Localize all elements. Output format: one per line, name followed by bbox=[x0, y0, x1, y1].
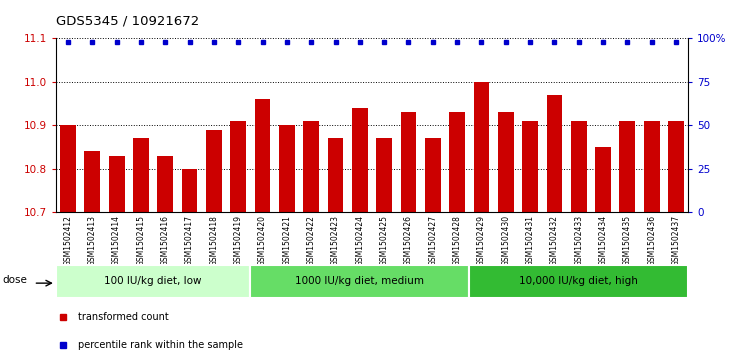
Text: GSM1502422: GSM1502422 bbox=[307, 215, 315, 266]
Text: GSM1502419: GSM1502419 bbox=[234, 215, 243, 266]
Text: GSM1502434: GSM1502434 bbox=[599, 215, 608, 266]
Text: GSM1502427: GSM1502427 bbox=[429, 215, 437, 266]
Bar bbox=[595, 147, 611, 212]
Bar bbox=[84, 151, 100, 212]
Text: GSM1502415: GSM1502415 bbox=[136, 215, 145, 266]
Text: GSM1502423: GSM1502423 bbox=[331, 215, 340, 266]
Bar bbox=[400, 112, 417, 212]
Bar bbox=[473, 82, 490, 212]
Bar bbox=[469, 265, 688, 298]
Text: GSM1502425: GSM1502425 bbox=[379, 215, 388, 266]
Text: GSM1502414: GSM1502414 bbox=[112, 215, 121, 266]
Bar bbox=[644, 121, 660, 212]
Bar bbox=[668, 121, 684, 212]
Text: dose: dose bbox=[3, 274, 28, 285]
Bar bbox=[620, 121, 635, 212]
Text: transformed count: transformed count bbox=[78, 312, 169, 322]
Bar bbox=[109, 156, 124, 212]
Text: percentile rank within the sample: percentile rank within the sample bbox=[78, 340, 243, 350]
Text: GSM1502426: GSM1502426 bbox=[404, 215, 413, 266]
Text: 1000 IU/kg diet, medium: 1000 IU/kg diet, medium bbox=[295, 276, 424, 286]
Bar bbox=[251, 265, 469, 298]
Text: GDS5345 / 10921672: GDS5345 / 10921672 bbox=[56, 14, 199, 27]
Bar bbox=[60, 125, 76, 212]
Text: 10,000 IU/kg diet, high: 10,000 IU/kg diet, high bbox=[519, 276, 638, 286]
Text: GSM1502430: GSM1502430 bbox=[501, 215, 510, 266]
Text: GSM1502428: GSM1502428 bbox=[452, 215, 461, 266]
Bar bbox=[327, 138, 344, 212]
Text: GSM1502436: GSM1502436 bbox=[647, 215, 656, 266]
Text: GSM1502412: GSM1502412 bbox=[63, 215, 72, 266]
Bar bbox=[376, 138, 392, 212]
Bar bbox=[182, 169, 197, 212]
Bar bbox=[157, 156, 173, 212]
Text: GSM1502432: GSM1502432 bbox=[550, 215, 559, 266]
Bar bbox=[231, 121, 246, 212]
Bar bbox=[522, 121, 538, 212]
Text: GSM1502431: GSM1502431 bbox=[525, 215, 535, 266]
Bar bbox=[498, 112, 513, 212]
Text: GSM1502424: GSM1502424 bbox=[356, 215, 365, 266]
Bar bbox=[425, 138, 440, 212]
Text: 100 IU/kg diet, low: 100 IU/kg diet, low bbox=[104, 276, 202, 286]
Bar bbox=[206, 130, 222, 212]
Bar bbox=[449, 112, 465, 212]
Bar bbox=[304, 121, 319, 212]
Bar bbox=[547, 95, 562, 212]
Bar bbox=[571, 121, 587, 212]
Text: GSM1502417: GSM1502417 bbox=[185, 215, 194, 266]
Bar bbox=[279, 125, 295, 212]
Bar bbox=[254, 99, 271, 212]
Text: GSM1502433: GSM1502433 bbox=[574, 215, 583, 266]
Bar bbox=[56, 265, 251, 298]
Text: GSM1502418: GSM1502418 bbox=[209, 215, 219, 266]
Text: GSM1502437: GSM1502437 bbox=[672, 215, 681, 266]
Bar bbox=[352, 108, 368, 212]
Text: GSM1502435: GSM1502435 bbox=[623, 215, 632, 266]
Text: GSM1502420: GSM1502420 bbox=[258, 215, 267, 266]
Text: GSM1502416: GSM1502416 bbox=[161, 215, 170, 266]
Text: GSM1502413: GSM1502413 bbox=[88, 215, 97, 266]
Text: GSM1502421: GSM1502421 bbox=[283, 215, 292, 266]
Text: GSM1502429: GSM1502429 bbox=[477, 215, 486, 266]
Bar bbox=[133, 138, 149, 212]
